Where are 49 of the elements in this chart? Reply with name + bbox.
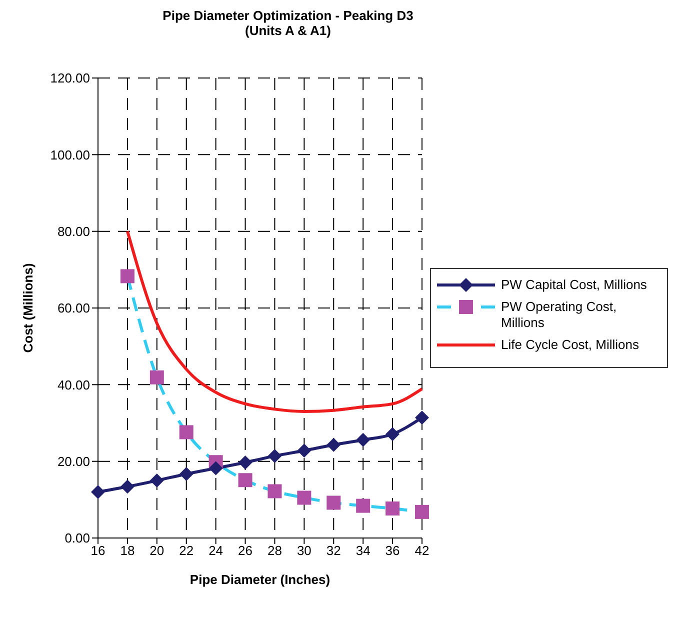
point — [297, 444, 312, 458]
point — [150, 474, 164, 488]
chart-subtitle: (Units A & A1) — [244, 23, 332, 38]
point — [268, 448, 282, 463]
point — [238, 473, 252, 488]
x-tick-label: 28 — [267, 543, 282, 558]
x-tick-label: 24 — [208, 543, 224, 558]
y-tick-label: 100.00 — [50, 147, 90, 162]
point — [268, 484, 282, 498]
point — [386, 501, 400, 516]
x-tick-label: 22 — [179, 543, 194, 558]
point — [326, 438, 341, 452]
x-tick-label: 30 — [296, 543, 312, 558]
y-tick-label: 80.00 — [57, 224, 90, 239]
x-axis-title: Pipe Diameter (Inches) — [190, 572, 330, 587]
point — [326, 496, 341, 510]
point — [386, 427, 400, 442]
point — [356, 432, 370, 447]
point — [150, 370, 164, 384]
y-tick-label: 20.00 — [57, 454, 90, 469]
x-tick-label: 42 — [414, 543, 430, 558]
point — [415, 504, 429, 519]
y-tick-label: 40.00 — [57, 377, 90, 392]
point — [120, 480, 134, 494]
x-tick-label: 34 — [356, 543, 370, 558]
point — [208, 461, 223, 476]
x-tick-label: 16 — [90, 543, 106, 558]
x-tick-label: 36 — [385, 543, 400, 558]
point — [120, 269, 134, 284]
x-tick-label: 32 — [326, 543, 341, 558]
line-series — [126, 230, 424, 413]
point — [356, 498, 370, 513]
y-tick-label: 60.00 — [57, 300, 90, 316]
y-axis-title: Cost (Millions) — [20, 263, 36, 353]
point — [415, 410, 429, 425]
x-tick-label: 26 — [238, 543, 253, 558]
chart-title: Pipe Diameter Optimization - Peaking D3 — [162, 8, 414, 23]
point — [91, 485, 105, 499]
point — [179, 425, 194, 440]
x-tick-label: 20 — [150, 543, 164, 558]
point — [297, 490, 312, 505]
legend-label: Life Cycle Cost, Millions — [501, 337, 640, 353]
legend-label: PW Capital Cost, Millions — [501, 277, 648, 293]
point — [179, 466, 194, 481]
y-tick-label: 0.00 — [64, 530, 90, 546]
legend-label: PW Operating Cost, Millions — [501, 299, 618, 331]
point — [238, 455, 252, 470]
y-tick-label: 120.00 — [50, 70, 90, 86]
x-tick-label: 18 — [120, 543, 135, 558]
